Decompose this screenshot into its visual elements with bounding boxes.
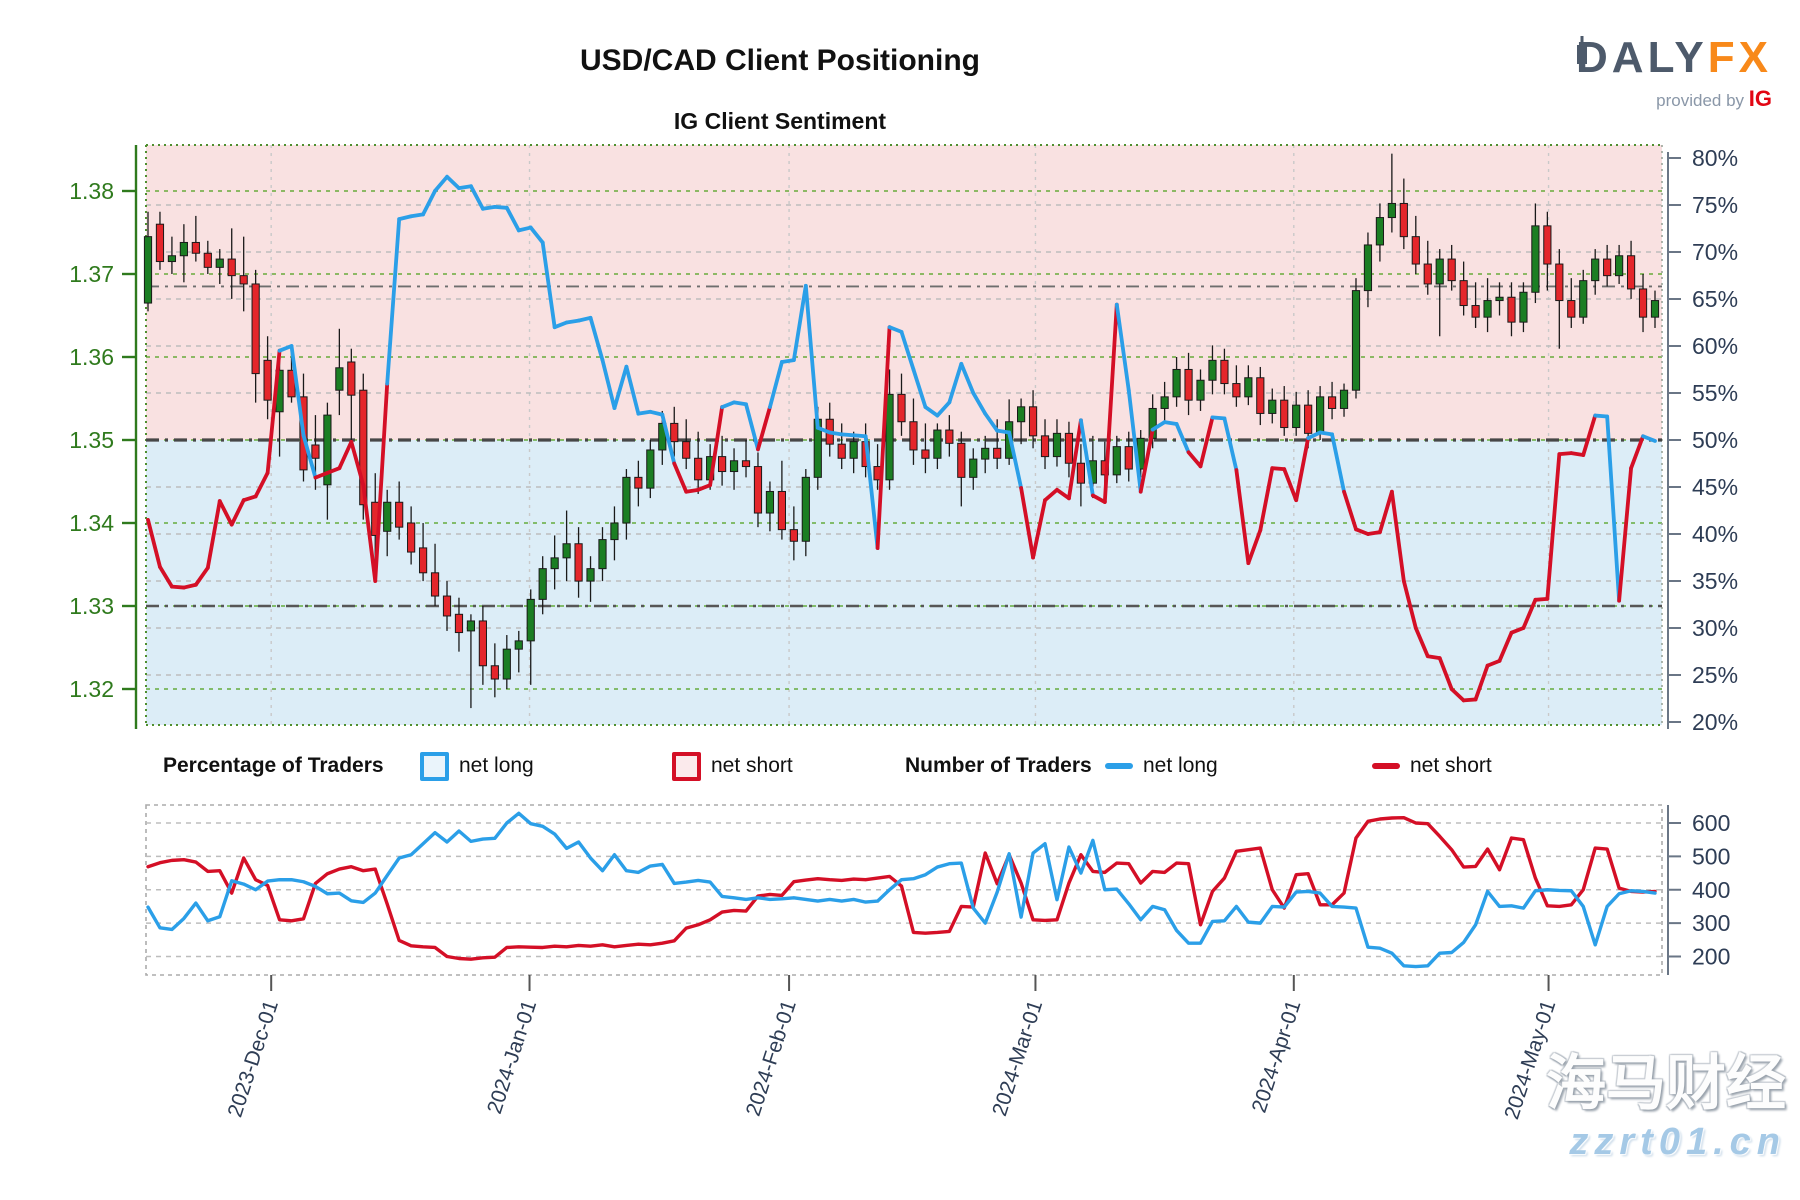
legend-num-net-short-label: net short bbox=[1410, 754, 1492, 777]
chart-subtitle: IG Client Sentiment bbox=[673, 108, 887, 134]
svg-text:500: 500 bbox=[1692, 843, 1730, 869]
watermark-url: zzrt01.cn bbox=[1569, 1121, 1786, 1163]
svg-text:25%: 25% bbox=[1692, 662, 1738, 688]
legend-pct-net-short-label: net short bbox=[711, 754, 793, 777]
dailyfx-wordmark: DA LYFX bbox=[1576, 36, 1772, 80]
ig-logo: IG bbox=[1748, 86, 1772, 111]
logo-text-da: DA bbox=[1576, 33, 1648, 82]
svg-text:40%: 40% bbox=[1692, 521, 1738, 547]
dailyfx-logo: DA LYFX provided by IG bbox=[1576, 36, 1772, 110]
legend-num-net-long: net long bbox=[1105, 748, 1218, 784]
svg-text:2024-Mar-01: 2024-Mar-01 bbox=[988, 997, 1047, 1118]
legend-num-net-short: net short bbox=[1372, 748, 1492, 784]
logo-text-ly: LY bbox=[1647, 33, 1708, 82]
svg-text:2024-Jan-01: 2024-Jan-01 bbox=[483, 997, 541, 1116]
svg-text:1.33: 1.33 bbox=[69, 593, 114, 619]
svg-text:60%: 60% bbox=[1692, 333, 1738, 359]
svg-text:65%: 65% bbox=[1692, 286, 1738, 312]
svg-text:55%: 55% bbox=[1692, 380, 1738, 406]
net-short-line-icon bbox=[1372, 763, 1400, 769]
svg-text:75%: 75% bbox=[1692, 192, 1738, 218]
svg-text:45%: 45% bbox=[1692, 474, 1738, 500]
svg-text:1.32: 1.32 bbox=[69, 676, 114, 702]
svg-text:30%: 30% bbox=[1692, 615, 1738, 641]
watermark-cjk: 海马财经 bbox=[1546, 1050, 1786, 1117]
legend-pct-net-long: net long bbox=[420, 748, 534, 784]
logo-text-fx: FX bbox=[1707, 33, 1772, 82]
legend-pct-net-short: net short bbox=[672, 748, 793, 784]
watermark: 海马财经 zzrt01.cn bbox=[1546, 1048, 1786, 1166]
svg-text:300: 300 bbox=[1692, 910, 1730, 936]
svg-text:1.37: 1.37 bbox=[69, 261, 114, 287]
svg-text:80%: 80% bbox=[1692, 145, 1738, 171]
legend-percentage-title: Percentage of Traders bbox=[163, 754, 384, 777]
svg-text:1.34: 1.34 bbox=[69, 510, 114, 536]
svg-text:600: 600 bbox=[1692, 810, 1730, 836]
page-title: USD/CAD Client Positioning bbox=[580, 44, 980, 77]
svg-text:1.38: 1.38 bbox=[69, 178, 114, 204]
net-long-line-icon bbox=[1105, 763, 1133, 769]
svg-text:2024-Feb-01: 2024-Feb-01 bbox=[742, 997, 801, 1118]
svg-text:200: 200 bbox=[1692, 944, 1730, 970]
svg-text:1.35: 1.35 bbox=[69, 427, 114, 453]
svg-text:35%: 35% bbox=[1692, 568, 1738, 594]
legend-num-net-long-label: net long bbox=[1143, 754, 1218, 777]
svg-text:400: 400 bbox=[1692, 877, 1730, 903]
net-short-swatch-icon bbox=[672, 751, 701, 781]
svg-text:20%: 20% bbox=[1692, 709, 1738, 735]
svg-text:1.36: 1.36 bbox=[69, 344, 114, 370]
net-long-swatch-icon bbox=[420, 751, 449, 781]
provided-by-text: provided by bbox=[1656, 91, 1745, 110]
legend-pct-net-long-label: net long bbox=[459, 754, 534, 777]
chart-legend: Percentage of Traders net long net short… bbox=[0, 748, 1800, 784]
svg-text:50%: 50% bbox=[1692, 427, 1738, 453]
svg-text:70%: 70% bbox=[1692, 239, 1738, 265]
legend-number-title: Number of Traders bbox=[905, 754, 1092, 777]
svg-text:2024-Apr-01: 2024-Apr-01 bbox=[1248, 997, 1306, 1115]
provided-by: provided by IG bbox=[1576, 88, 1772, 110]
svg-text:2023-Dec-01: 2023-Dec-01 bbox=[224, 997, 283, 1120]
